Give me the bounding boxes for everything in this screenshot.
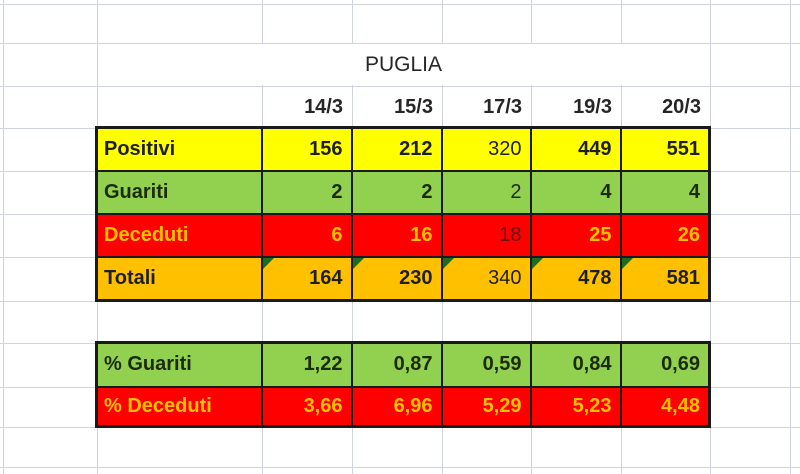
data-cell[interactable]: 0,87 xyxy=(350,341,443,388)
data-cell[interactable]: 581 xyxy=(619,255,711,302)
data-cell[interactable]: 16 xyxy=(350,212,443,258)
gridline xyxy=(0,43,800,44)
gridline xyxy=(0,86,800,87)
row-pct-guariti: % Guariti 1,22 0,87 0,59 0,84 0,69 xyxy=(95,341,711,388)
cell-value: 581 xyxy=(666,266,700,289)
cell-value: 340 xyxy=(488,266,522,289)
error-flag-icon xyxy=(353,258,364,269)
date-header-cell[interactable]: 20/3 xyxy=(662,96,701,118)
date-header-cell[interactable]: 19/3 xyxy=(573,96,612,118)
data-cell[interactable]: 5,29 xyxy=(440,385,532,428)
data-cell[interactable]: 2 xyxy=(440,169,532,215)
cell-value: 230 xyxy=(399,266,433,289)
gridline xyxy=(3,0,4,474)
row-label-cell-pct-deceduti[interactable]: % Deceduti xyxy=(95,385,263,428)
data-cell[interactable]: 4 xyxy=(619,169,711,215)
row-guariti: Guariti 2 2 2 4 4 xyxy=(95,169,711,215)
data-cell[interactable]: 26 xyxy=(619,212,711,258)
data-cell[interactable]: 2 xyxy=(350,169,443,215)
data-cell[interactable]: 340 xyxy=(440,255,532,302)
data-cell[interactable]: 25 xyxy=(529,212,622,258)
data-cell[interactable]: 0,69 xyxy=(619,341,711,388)
gridline xyxy=(0,4,800,5)
cell-value: 478 xyxy=(578,266,612,289)
data-cell[interactable]: 6,96 xyxy=(350,385,443,428)
error-flag-icon xyxy=(263,258,274,269)
gridline xyxy=(790,0,791,474)
main-data-table: Positivi 156 212 320 449 551 Guariti 2 2… xyxy=(95,126,711,302)
data-cell[interactable]: 2 xyxy=(260,169,353,215)
date-header-cell[interactable]: 17/3 xyxy=(483,96,522,118)
error-flag-icon xyxy=(622,258,633,269)
data-cell[interactable]: 0,84 xyxy=(529,341,622,388)
percent-table: % Guariti 1,22 0,87 0,59 0,84 0,69 % Dec… xyxy=(95,341,711,428)
data-cell[interactable]: 449 xyxy=(529,126,622,172)
data-cell[interactable]: 478 xyxy=(529,255,622,302)
data-cell[interactable]: 156 xyxy=(260,126,353,172)
row-label-cell-positivi[interactable]: Positivi xyxy=(95,126,263,172)
row-label-cell-guariti[interactable]: Guariti xyxy=(95,169,263,215)
date-header-spacer xyxy=(97,86,262,128)
date-header-cell[interactable]: 14/3 xyxy=(304,96,343,118)
data-cell[interactable]: 164 xyxy=(260,255,353,302)
data-cell[interactable]: 4 xyxy=(529,169,622,215)
data-cell[interactable]: 320 xyxy=(440,126,532,172)
data-cell[interactable]: 6 xyxy=(260,212,353,258)
region-title-cell[interactable]: PUGLIA xyxy=(98,44,709,85)
data-cell[interactable]: 5,23 xyxy=(529,385,622,428)
cell-value: 164 xyxy=(309,266,343,289)
data-cell[interactable]: 551 xyxy=(619,126,711,172)
error-flag-icon xyxy=(443,258,454,269)
gridline xyxy=(0,467,800,468)
row-label-cell-pct-guariti[interactable]: % Guariti xyxy=(95,341,263,388)
row-deceduti: Deceduti 6 16 18 25 26 xyxy=(95,212,711,258)
data-cell[interactable]: 18 xyxy=(440,212,532,258)
data-cell[interactable]: 4,48 xyxy=(619,385,711,428)
row-label-cell-deceduti[interactable]: Deceduti xyxy=(95,212,263,258)
data-cell[interactable]: 230 xyxy=(350,255,443,302)
data-cell[interactable]: 1,22 xyxy=(260,341,353,388)
data-cell[interactable]: 0,59 xyxy=(440,341,532,388)
row-positivi: Positivi 156 212 320 449 551 xyxy=(95,126,711,172)
row-pct-deceduti: % Deceduti 3,66 6,96 5,29 5,23 4,48 xyxy=(95,385,711,428)
row-label-cell-totali[interactable]: Totali xyxy=(95,255,263,302)
date-header-row: 14/3 15/3 17/3 19/3 20/3 xyxy=(97,86,710,128)
error-flag-icon xyxy=(532,258,543,269)
data-cell[interactable]: 212 xyxy=(350,126,443,172)
data-cell[interactable]: 3,66 xyxy=(260,385,353,428)
date-header-cell[interactable]: 15/3 xyxy=(394,96,433,118)
row-totali: Totali 164 230 340 478 581 xyxy=(95,255,711,302)
